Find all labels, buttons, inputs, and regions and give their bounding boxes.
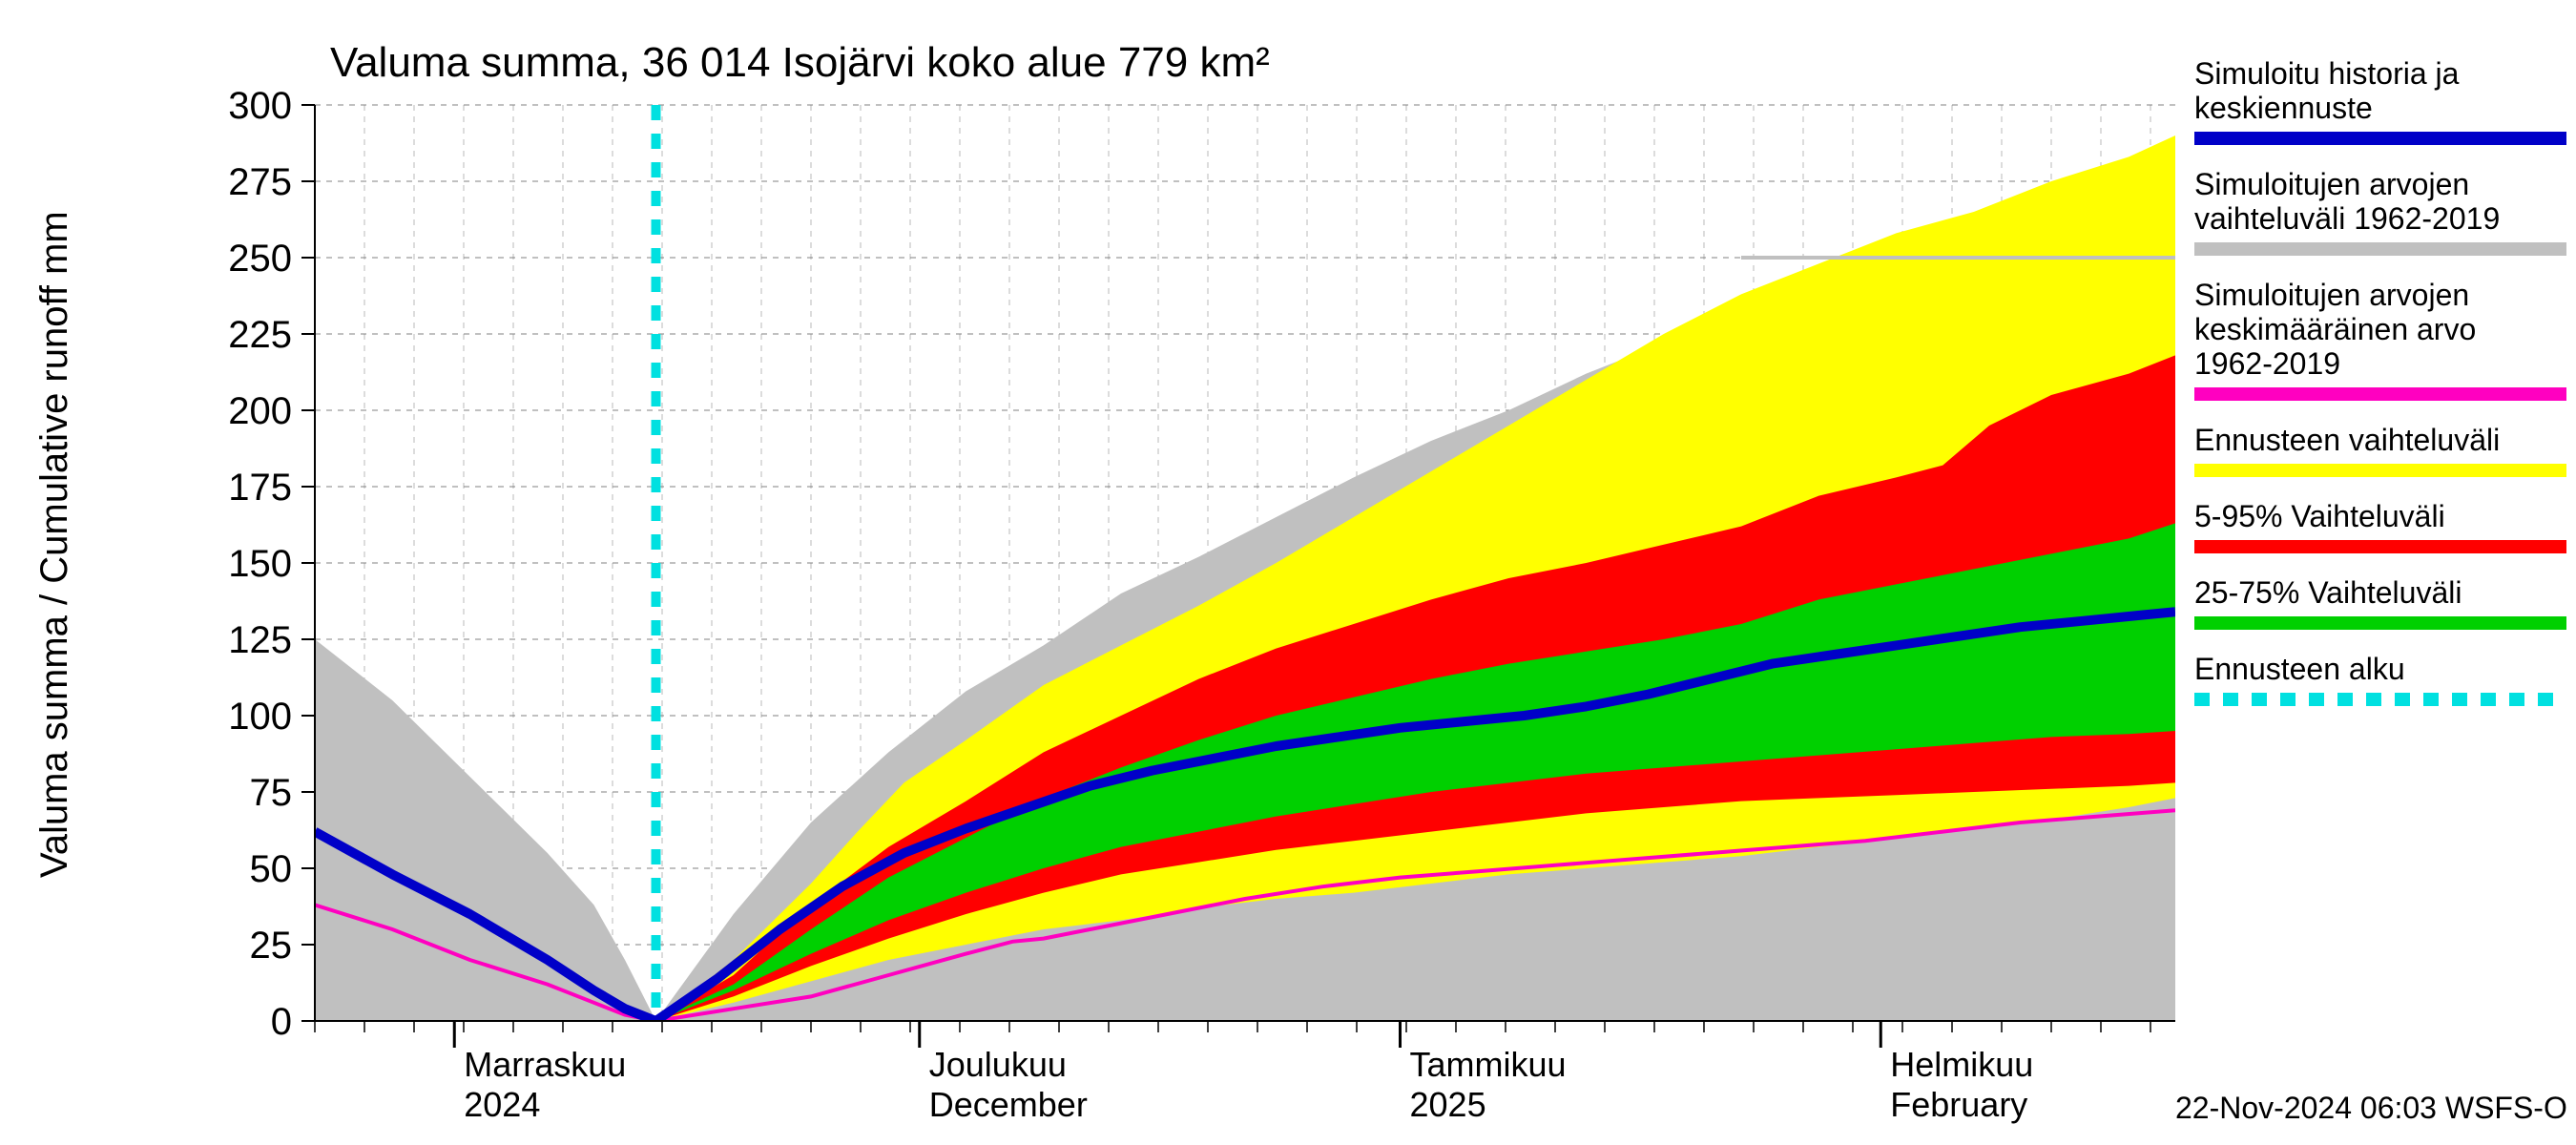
y-tick-label: 250 <box>228 238 292 280</box>
y-tick-label: 125 <box>228 619 292 661</box>
y-tick-label: 275 <box>228 161 292 203</box>
legend-label: Simuloitujen arvojen <box>2194 167 2469 201</box>
legend-swatch <box>2194 242 2566 256</box>
x-month-sublabel: February <box>1890 1085 2027 1124</box>
legend-swatch <box>2194 616 2566 630</box>
legend-line-swatch <box>2194 387 2566 401</box>
legend-label: Ennusteen alku <box>2194 652 2405 686</box>
legend-swatch <box>2194 464 2566 477</box>
y-tick-label: 25 <box>250 925 293 967</box>
y-tick-label: 175 <box>228 467 292 509</box>
y-tick-label: 100 <box>228 696 292 738</box>
y-axis-label: Valuma summa / Cumulative runoff mm <box>33 211 75 878</box>
legend-label: Ennusteen vaihteluväli <box>2194 423 2500 457</box>
x-month-label: Helmikuu <box>1890 1045 2033 1084</box>
legend-label: Simuloitujen arvojen <box>2194 278 2469 312</box>
y-tick-label: 300 <box>228 85 292 127</box>
footer-timestamp: 22-Nov-2024 06:03 WSFS-O <box>2175 1091 2567 1125</box>
legend-label: 25-75% Vaihteluväli <box>2194 575 2462 610</box>
x-month-sublabel: 2024 <box>464 1085 540 1124</box>
x-month-label: Tammikuu <box>1410 1045 1567 1084</box>
legend-label: keskimääräinen arvo <box>2194 312 2476 346</box>
y-tick-label: 225 <box>228 314 292 356</box>
y-tick-label: 150 <box>228 543 292 585</box>
y-tick-label: 75 <box>250 772 293 814</box>
y-tick-label: 200 <box>228 390 292 432</box>
chart-title: Valuma summa, 36 014 Isojärvi koko alue … <box>330 39 1270 86</box>
x-month-label: Marraskuu <box>464 1045 626 1084</box>
y-tick-label: 0 <box>271 1001 292 1043</box>
y-tick-label: 50 <box>250 848 293 890</box>
x-month-sublabel: 2025 <box>1410 1085 1486 1124</box>
chart-container: 0 25 50 75 100 125 150 175 200 225 250 275 300 Marras… <box>0 0 2576 1145</box>
legend-label: 1962-2019 <box>2194 346 2340 381</box>
x-month-sublabel: December <box>929 1085 1088 1124</box>
x-month-label: Joulukuu <box>929 1045 1067 1084</box>
legend-swatch <box>2194 540 2566 553</box>
legend-label: keskiennuste <box>2194 91 2373 125</box>
legend-label: 5-95% Vaihteluväli <box>2194 499 2445 533</box>
legend-line-swatch <box>2194 132 2566 145</box>
runoff-chart: 0 25 50 75 100 125 150 175 200 225 250 275 300 Marras… <box>0 0 2576 1145</box>
legend-label: vaihteluväli 1962-2019 <box>2194 201 2500 236</box>
legend-label: Simuloitu historia ja <box>2194 56 2460 91</box>
